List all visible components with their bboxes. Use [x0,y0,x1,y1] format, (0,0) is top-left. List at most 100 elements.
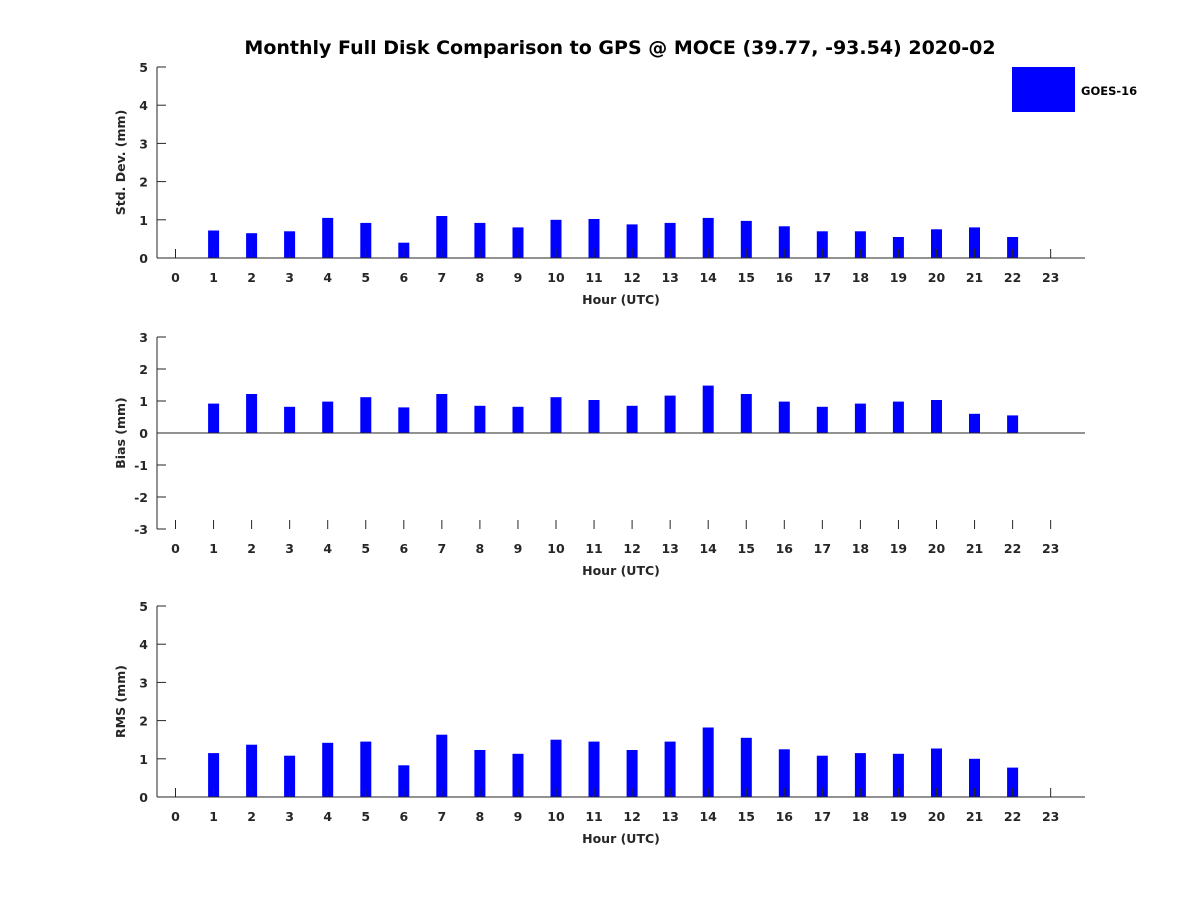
bar [246,233,258,258]
x-tick-label: 0 [171,270,180,285]
bar [550,219,562,258]
x-tick-label: 3 [285,541,294,556]
bar [322,401,334,433]
x-tick-label: 6 [399,270,408,285]
x-tick-label: 5 [361,809,370,824]
x-axis-label: Hour (UTC) [582,563,660,578]
y-tick-label: 3 [139,330,148,345]
bar [512,753,524,797]
x-tick-label: 21 [966,541,983,556]
x-tick-label: 16 [776,541,794,556]
x-tick-label: 14 [699,541,717,556]
bar [208,403,220,433]
x-tick-label: 13 [661,541,678,556]
bar [740,220,752,258]
bar [816,231,828,258]
x-tick-label: 9 [514,541,523,556]
x-tick-label: 0 [171,541,180,556]
y-tick-label: 0 [139,790,148,805]
bar [816,406,828,433]
x-tick-label: 3 [285,270,294,285]
x-tick-label: 15 [738,541,755,556]
x-tick-label: 22 [1004,541,1021,556]
bar [284,755,296,797]
bar [512,227,524,258]
y-tick-label: 2 [139,362,148,377]
bar [892,237,904,258]
bar [322,742,334,797]
y-tick-label: 4 [139,637,148,652]
x-tick-label: 4 [323,270,332,285]
bar [208,753,220,797]
x-tick-label: 11 [585,541,602,556]
bar [360,741,372,797]
bar [969,413,980,433]
x-axis-label: Hour (UTC) [582,831,660,846]
y-tick-label: 1 [139,394,148,409]
bar [740,394,752,433]
x-tick-label: 23 [1042,541,1059,556]
legend-swatch [1012,67,1075,112]
x-tick-label: 16 [776,809,794,824]
x-tick-label: 10 [547,270,565,285]
y-tick-label: 3 [139,675,148,690]
y-tick-label: 3 [139,136,148,151]
bar [854,231,866,258]
bar [892,753,904,797]
bar [702,217,714,258]
x-tick-label: 11 [585,270,602,285]
x-tick-label: 22 [1004,809,1021,824]
x-tick-label: 4 [323,809,332,824]
y-axis-label: RMS (mm) [113,665,128,738]
x-tick-label: 9 [514,270,523,285]
x-tick-label: 14 [699,809,717,824]
x-tick-label: 18 [852,541,869,556]
x-tick-label: 8 [476,809,485,824]
bar [1007,415,1019,433]
x-tick-label: 21 [966,809,983,824]
bar [398,765,410,797]
legend-label: GOES-16 [1081,84,1137,98]
x-tick-label: 12 [623,270,640,285]
bar [436,216,448,258]
x-tick-label: 6 [399,541,408,556]
x-tick-label: 20 [928,270,946,285]
y-axis-label: Std. Dev. (mm) [113,110,128,216]
bar [854,753,866,797]
bar [816,755,828,797]
x-tick-label: 16 [776,270,794,285]
x-tick-label: 18 [852,809,869,824]
x-tick-label: 2 [247,541,256,556]
x-tick-label: 13 [661,270,678,285]
y-tick-label: 0 [139,426,148,441]
x-axis-label: Hour (UTC) [582,292,660,307]
x-tick-label: 20 [928,541,946,556]
x-tick-label: 10 [547,541,565,556]
x-tick-label: 17 [814,270,831,285]
bar [474,750,486,797]
y-tick-label: -1 [134,458,148,473]
bar [246,744,258,797]
bar [284,406,296,433]
x-tick-label: 7 [437,270,446,285]
bar [664,395,676,433]
bar [626,750,638,797]
bar [892,401,904,433]
x-tick-label: 12 [623,809,640,824]
bar [588,219,600,258]
x-tick-label: 14 [699,270,717,285]
bar [664,741,676,797]
bar [588,741,600,797]
bar [360,397,372,433]
x-tick-label: 19 [890,809,907,824]
y-tick-label: 5 [139,599,148,614]
x-tick-label: 20 [928,809,946,824]
bar [588,400,600,433]
x-tick-label: 17 [814,809,831,824]
x-tick-label: 15 [738,809,755,824]
x-tick-label: 19 [890,270,907,285]
bar [778,749,790,798]
x-tick-label: 22 [1004,270,1021,285]
x-tick-label: 21 [966,270,983,285]
